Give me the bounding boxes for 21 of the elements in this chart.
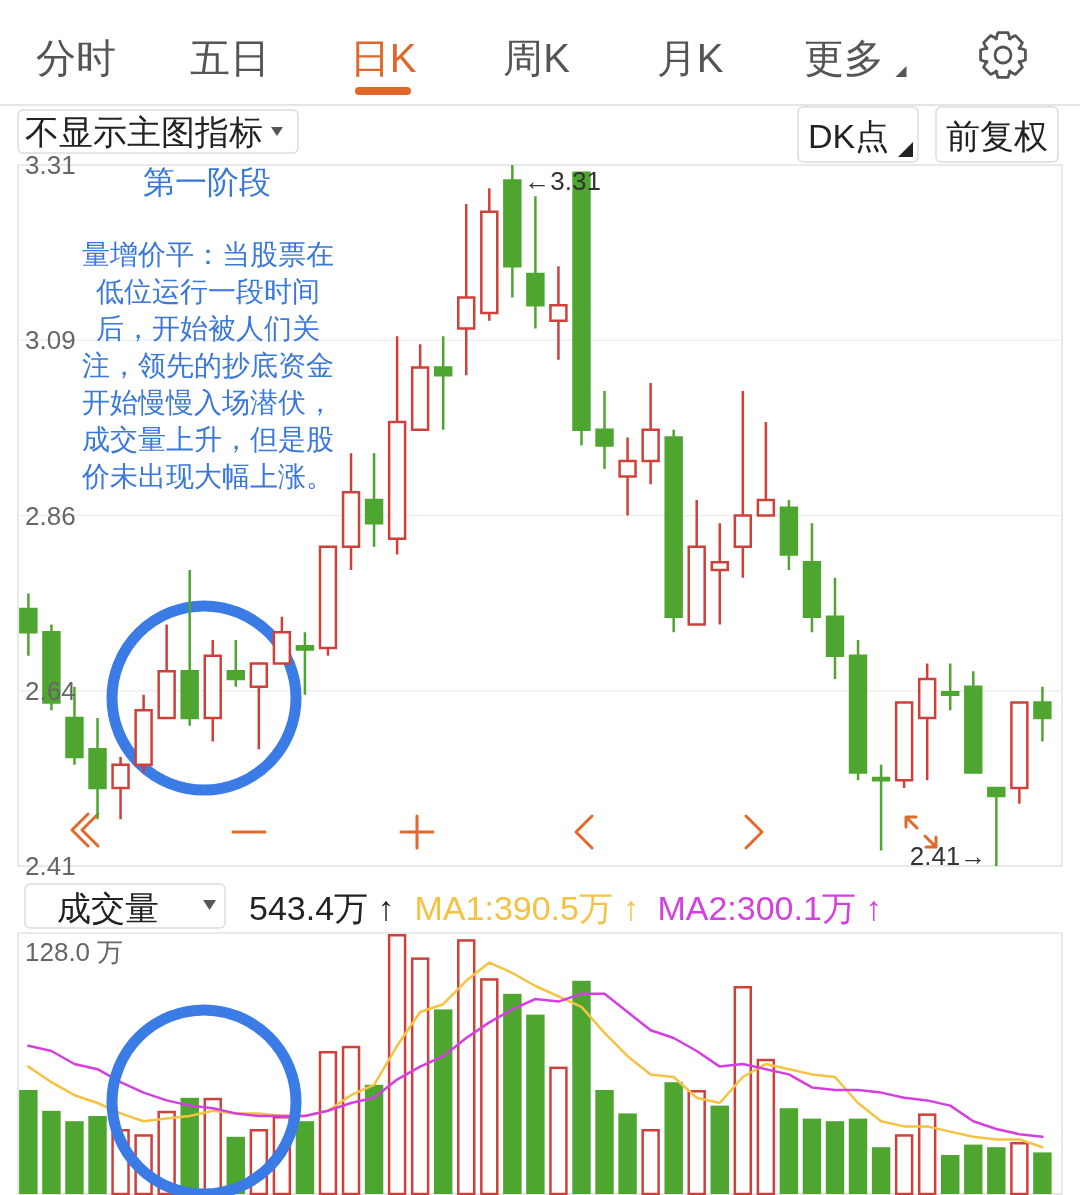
text: 不显示主图指标 bbox=[25, 113, 263, 151]
annotation: 第一阶段 bbox=[143, 164, 271, 200]
annotation: 量增价平：当股票在低位运行一段时间后，开始被人们关注，领先的抄底资金开始慢慢入场潜伏，成交量上升，但是股价未出现大幅上涨。 bbox=[81, 238, 335, 494]
category-label: 日K bbox=[349, 36, 417, 80]
y-tick-label: 3.31 bbox=[25, 150, 76, 180]
annotation: 128.0 万 bbox=[25, 937, 124, 967]
category-label: 五日 bbox=[189, 36, 270, 80]
text: 成交量 bbox=[57, 889, 159, 927]
category-label: 更多 bbox=[803, 36, 884, 80]
category-label: 分时 bbox=[36, 36, 116, 80]
text: 前复权 bbox=[946, 117, 1048, 155]
y-tick-label: 2.41 bbox=[25, 851, 76, 881]
annotation: 2.41→ bbox=[909, 841, 987, 871]
text: 543.4万 ↑ bbox=[249, 889, 395, 927]
text: DK点 bbox=[808, 117, 890, 155]
text: MA2:300.1万 ↑ bbox=[657, 889, 883, 927]
series-label: MA1:390.5万 ↑ bbox=[414, 889, 640, 927]
y-tick-label: 3.09 bbox=[25, 325, 76, 356]
y-tick-label: 2.86 bbox=[25, 500, 76, 531]
category-label: 月K bbox=[656, 36, 724, 80]
category-label: 周K bbox=[503, 36, 571, 80]
